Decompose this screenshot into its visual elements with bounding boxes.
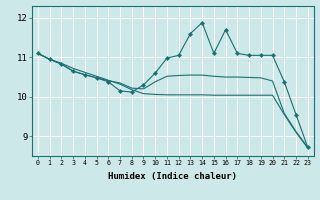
X-axis label: Humidex (Indice chaleur): Humidex (Indice chaleur) <box>108 172 237 181</box>
